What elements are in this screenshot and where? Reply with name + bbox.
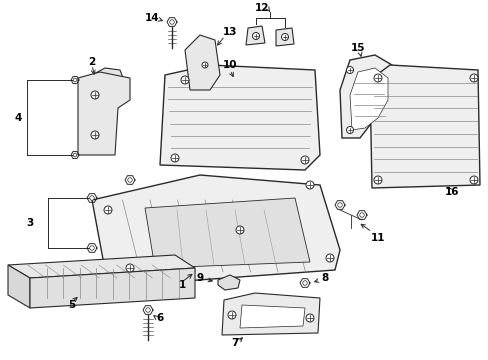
Circle shape (302, 281, 306, 285)
Circle shape (359, 213, 364, 217)
Circle shape (169, 20, 174, 24)
Text: 6: 6 (156, 313, 163, 323)
Circle shape (305, 314, 313, 322)
Circle shape (73, 78, 77, 82)
Text: 16: 16 (444, 187, 458, 197)
Text: 8: 8 (321, 273, 328, 283)
Circle shape (469, 176, 477, 184)
Text: 11: 11 (370, 233, 385, 243)
Polygon shape (160, 65, 319, 170)
Circle shape (373, 176, 381, 184)
Polygon shape (245, 26, 264, 45)
Text: 13: 13 (223, 27, 237, 37)
Text: 15: 15 (350, 43, 365, 53)
Polygon shape (8, 265, 30, 308)
Circle shape (104, 206, 112, 214)
Circle shape (181, 76, 189, 84)
Text: 14: 14 (144, 13, 159, 23)
Polygon shape (222, 293, 319, 335)
Polygon shape (349, 68, 387, 130)
Polygon shape (145, 198, 309, 268)
Text: 3: 3 (26, 218, 34, 228)
Circle shape (252, 32, 259, 40)
Text: 10: 10 (223, 60, 237, 70)
Circle shape (236, 226, 244, 234)
Text: 9: 9 (196, 273, 203, 283)
Polygon shape (184, 35, 220, 90)
Circle shape (90, 196, 94, 200)
Text: 7: 7 (231, 338, 238, 348)
Circle shape (90, 246, 94, 250)
Polygon shape (78, 72, 130, 155)
Circle shape (145, 308, 150, 312)
Polygon shape (369, 65, 479, 188)
Circle shape (202, 62, 207, 68)
Text: 12: 12 (254, 3, 269, 13)
Circle shape (127, 178, 132, 182)
Polygon shape (218, 275, 240, 290)
Circle shape (469, 74, 477, 82)
Circle shape (346, 126, 353, 134)
Circle shape (91, 91, 99, 99)
Circle shape (346, 67, 353, 73)
Text: 5: 5 (68, 300, 76, 310)
Polygon shape (92, 68, 125, 92)
Circle shape (337, 203, 342, 207)
Text: 4: 4 (14, 113, 21, 123)
Text: 2: 2 (88, 57, 96, 67)
Circle shape (73, 153, 77, 157)
Polygon shape (8, 255, 195, 278)
Polygon shape (339, 55, 394, 138)
Circle shape (91, 131, 99, 139)
Circle shape (227, 311, 236, 319)
Polygon shape (275, 28, 293, 46)
Circle shape (325, 254, 333, 262)
Circle shape (171, 154, 179, 162)
Polygon shape (92, 175, 339, 285)
Circle shape (281, 33, 288, 40)
Circle shape (305, 181, 313, 189)
Polygon shape (30, 268, 195, 308)
Circle shape (301, 156, 308, 164)
Circle shape (373, 74, 381, 82)
Text: 1: 1 (178, 280, 185, 290)
Circle shape (126, 264, 134, 272)
Polygon shape (240, 305, 305, 328)
